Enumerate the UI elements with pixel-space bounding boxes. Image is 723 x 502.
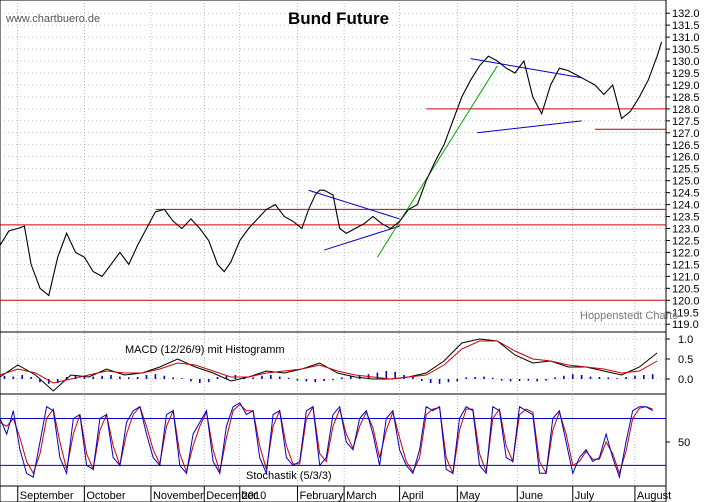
stochastic-tick-label: 50 <box>678 437 690 449</box>
month-label: December <box>206 490 257 502</box>
stochastic-k-line <box>0 402 653 480</box>
x-axis-band <box>0 485 667 502</box>
price-tick-label: 127.5 <box>672 116 700 128</box>
price-tick-label: 128.0 <box>672 104 700 116</box>
macd-tick-label: 0.5 <box>678 354 693 366</box>
macd-layer <box>0 338 658 392</box>
price-tick-label: 121.0 <box>672 271 700 283</box>
month-label: October <box>86 490 125 502</box>
price-tick-label: 124.0 <box>672 200 700 212</box>
price-line <box>0 41 663 297</box>
price-tick-label: 121.5 <box>672 259 700 271</box>
watermark: www.chartbuero.de <box>5 13 100 25</box>
macd-tick-label: 0.0 <box>678 374 693 386</box>
month-label: November <box>153 490 204 502</box>
stochastic-label: Stochastik (5/3/3) <box>246 470 332 482</box>
price-tick-label: 128.5 <box>672 92 700 104</box>
price-tick-label: 120.5 <box>672 283 700 295</box>
price-tick-label: 131.0 <box>672 32 700 44</box>
grid-layer <box>0 0 666 502</box>
month-label: March <box>346 490 377 502</box>
price-tick-label: 122.0 <box>672 247 700 259</box>
price-tick-label: 120.0 <box>672 295 700 307</box>
price-tick-label: 125.0 <box>672 176 700 188</box>
month-label: 2010 <box>242 490 266 502</box>
price-tick-label: 125.5 <box>672 164 700 176</box>
price-tick-label: 122.5 <box>672 235 700 247</box>
price-tick-label: 123.0 <box>672 224 700 236</box>
uptrend-trendline <box>376 65 498 258</box>
price-tick-label: 131.5 <box>672 20 700 32</box>
month-label: September <box>20 490 74 502</box>
price-tick-label: 130.5 <box>672 44 700 56</box>
month-label: July <box>575 490 595 502</box>
support-trendline <box>477 120 582 134</box>
price-tick-label: 124.5 <box>672 188 700 200</box>
macd-label: MACD (12/26/9) mit Histogramm <box>125 344 285 356</box>
month-label: August <box>637 490 671 502</box>
macd-signal-line <box>0 340 658 384</box>
price-tick-label: 126.5 <box>672 140 700 152</box>
macd-tick-label: 1.0 <box>678 334 693 346</box>
price-panel-frame <box>0 0 667 333</box>
stochastic-layer <box>0 402 666 480</box>
month-label: February <box>299 490 344 502</box>
resistance-trendline <box>308 189 400 220</box>
month-label: June <box>519 490 543 502</box>
macd-panel-frame <box>0 331 667 395</box>
chart-title: Bund Future <box>288 9 389 28</box>
price-tick-label: 126.0 <box>672 152 700 164</box>
price-tick-label: 127.0 <box>672 128 700 140</box>
price-tick-label: 129.5 <box>672 68 700 80</box>
source-label: Hoppenstedt Charts <box>580 310 678 322</box>
price-tick-label: 129.0 <box>672 80 700 92</box>
support-trendline <box>323 225 400 251</box>
price-tick-label: 119.5 <box>672 307 699 319</box>
price-layer <box>0 41 666 301</box>
price-tick-label: 130.0 <box>672 56 700 68</box>
stochastic-d-line <box>0 403 653 476</box>
month-label: May <box>459 490 480 502</box>
price-tick-label: 119.0 <box>672 319 699 331</box>
month-label: April <box>402 490 424 502</box>
price-tick-label: 132.0 <box>672 8 700 20</box>
price-tick-label: 123.5 <box>672 212 700 224</box>
